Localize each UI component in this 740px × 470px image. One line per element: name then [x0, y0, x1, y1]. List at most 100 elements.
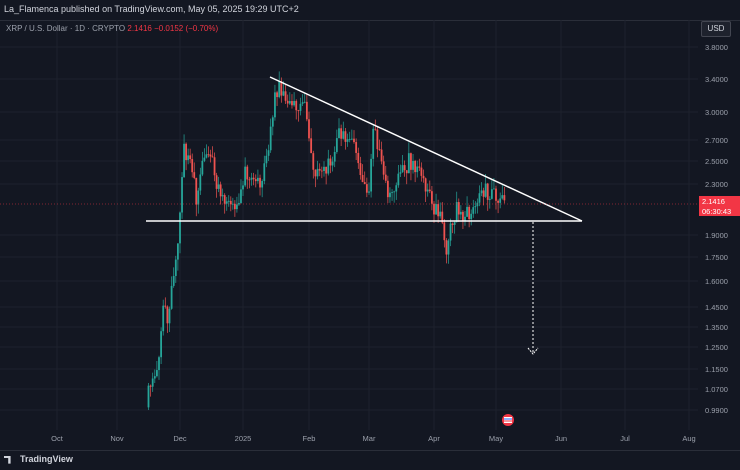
candle-body — [420, 167, 423, 176]
candle-body — [478, 193, 481, 203]
candle-body — [170, 285, 173, 309]
price-tick-label: 3.4000 — [705, 75, 728, 84]
candle-body — [231, 203, 234, 205]
tradingview-logo[interactable]: TradingView — [4, 454, 73, 464]
candle-body — [263, 163, 266, 182]
price-tick-label: 1.9000 — [705, 231, 728, 240]
currency-badge[interactable]: USD — [701, 21, 731, 37]
time-tick-label: May — [489, 434, 503, 443]
candle-body — [227, 200, 230, 202]
price-axis[interactable]: 3.8000 3.4000 3.0000 2.7000 2.5000 2.3000 1.90… — [705, 43, 728, 415]
candle-body — [325, 166, 328, 174]
candle-body — [449, 223, 452, 241]
candle-body — [382, 161, 385, 175]
projection-arrowhead — [527, 347, 539, 355]
candle-body — [242, 185, 244, 190]
candle-body — [233, 203, 236, 210]
candle-body — [484, 183, 487, 197]
candle-body — [355, 142, 358, 153]
candle-body — [156, 370, 158, 377]
grid — [0, 20, 698, 430]
candle-body — [380, 149, 383, 162]
candle-body — [333, 151, 336, 162]
candle-body — [259, 177, 261, 188]
candle-body — [459, 211, 462, 215]
candle-body — [433, 203, 435, 215]
candle-body — [240, 189, 242, 204]
candle-body — [278, 81, 281, 98]
candle-body — [284, 91, 287, 101]
candle-body — [250, 177, 253, 180]
candle-body — [370, 158, 372, 192]
candle-body — [418, 166, 421, 168]
candle-body — [338, 128, 340, 139]
economic-events-icon[interactable] — [502, 414, 514, 426]
candle-body — [443, 222, 446, 241]
symbol-legend[interactable]: XRP / U.S. Dollar · 1D · CRYPTO 2.1416 −… — [6, 24, 218, 33]
descending-trendline[interactable] — [269, 76, 583, 222]
candle-body — [323, 166, 325, 172]
candle-body — [217, 184, 220, 189]
price-tick-label: 3.8000 — [705, 43, 728, 52]
candle-body — [468, 206, 471, 220]
candle-body — [291, 101, 293, 106]
candle-body — [209, 154, 212, 157]
candle-body — [172, 275, 175, 286]
time-axis[interactable]: Oct Nov Dec 2025 Feb Mar Apr May Jun Jul Aug — [51, 434, 696, 443]
candle-body — [331, 161, 334, 166]
candle-body — [493, 188, 495, 190]
candle-body — [160, 331, 162, 358]
candle-body — [357, 152, 360, 164]
drawings — [0, 76, 698, 355]
candle-body — [441, 211, 444, 223]
candle-body — [211, 156, 214, 158]
price-tick-label: 0.9900 — [705, 406, 728, 415]
brand-name: TradingView — [20, 454, 73, 464]
current-price-value: 2.1416 — [702, 197, 725, 206]
candle-body — [499, 198, 502, 203]
candle-body — [310, 138, 313, 154]
candle-body — [312, 153, 315, 170]
candle-body — [267, 150, 270, 156]
candle-body — [455, 202, 458, 223]
candle-body — [368, 191, 370, 193]
candle-body — [439, 211, 442, 217]
candle-body — [395, 185, 398, 192]
time-tick-label: Oct — [51, 434, 64, 443]
bar-countdown: 06:30:43 — [702, 206, 732, 216]
candle-body — [201, 160, 204, 175]
candle-body — [179, 212, 181, 244]
candle-body — [365, 184, 368, 193]
candle-body — [293, 101, 295, 106]
candle-body — [378, 149, 381, 150]
candle-body — [248, 179, 251, 181]
footer: TradingView — [0, 450, 740, 470]
candle-body — [397, 173, 400, 186]
candle-body — [407, 153, 410, 174]
candle-body — [393, 191, 396, 193]
candle-body — [372, 128, 375, 159]
candle-body — [252, 177, 255, 180]
candle-body — [410, 153, 412, 170]
candle-body — [193, 172, 196, 178]
candle-body — [361, 175, 364, 183]
candle-body — [374, 128, 377, 130]
candle-body — [353, 138, 355, 143]
candle-body — [320, 170, 323, 172]
candle-body — [207, 154, 210, 156]
candle-body — [276, 92, 278, 98]
chart-area[interactable]: 3.8000 3.4000 3.0000 2.7000 2.5000 2.3000 1.90… — [0, 20, 740, 450]
candle-body — [482, 190, 485, 197]
current-price-tag: 2.1416 06:30:43 — [699, 196, 740, 216]
candle-body — [466, 206, 468, 217]
candle-body — [363, 182, 366, 185]
price-tick-label: 1.1500 — [705, 365, 728, 374]
candle-body — [274, 92, 276, 118]
candle-body — [238, 203, 240, 205]
price-chart[interactable]: 3.8000 3.4000 3.0000 2.7000 2.5000 2.3000 1.90… — [0, 20, 740, 450]
candle-body — [401, 165, 404, 173]
candle-body — [299, 103, 302, 111]
price-change: −0.0152 (−0.70%) — [154, 24, 219, 33]
candle-body — [376, 129, 379, 150]
candle-body — [215, 175, 218, 189]
